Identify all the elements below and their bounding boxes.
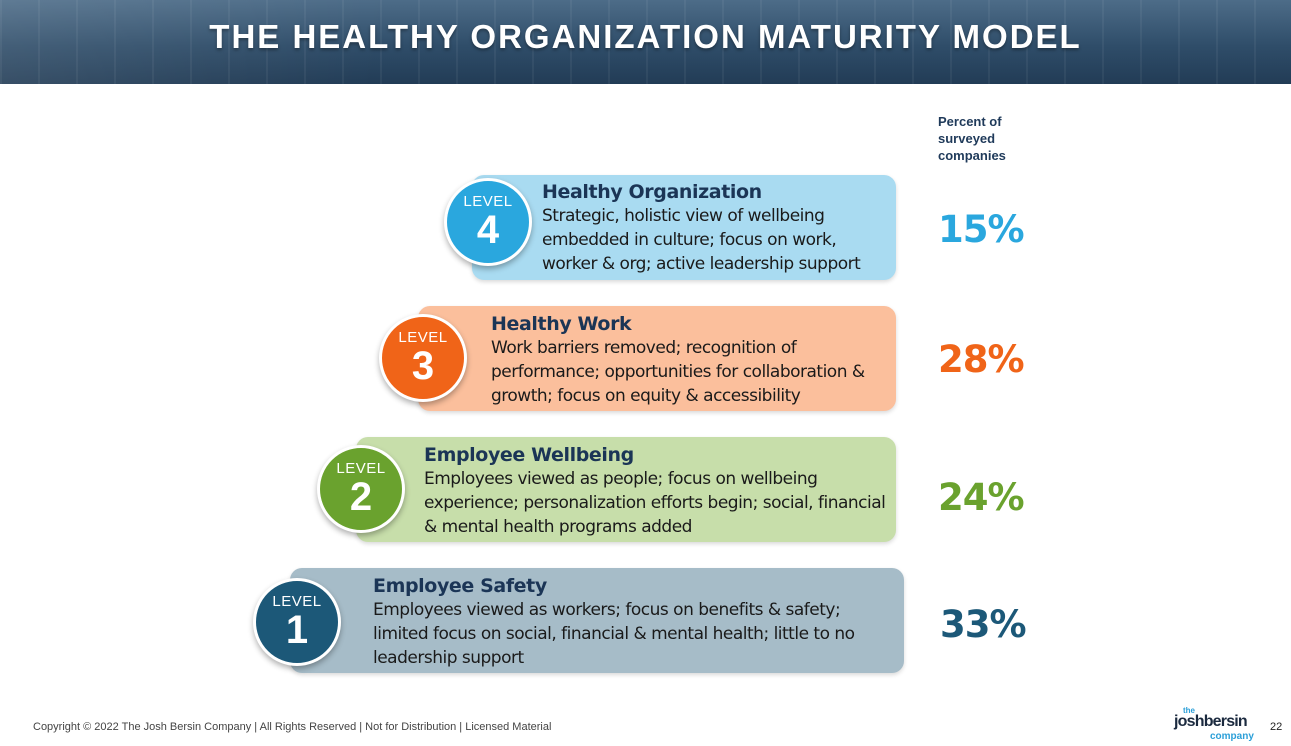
level-2-title: Employee Wellbeing — [424, 444, 634, 466]
level-2-box — [356, 437, 896, 542]
level-3-badge-number: 3 — [411, 344, 435, 388]
level-3-description: Work barriers removed; recognition of pe… — [491, 338, 865, 406]
joshbersin-logo: the joshbersin company — [1170, 706, 1262, 744]
level-3-text: Healthy Work Work barriers removed; reco… — [491, 312, 891, 408]
level-3-badge-label: LEVEL — [398, 329, 448, 346]
level-3-badge: LEVEL 3 — [379, 314, 467, 402]
level-4-description: Strategic, holistic view of wellbeing em… — [542, 206, 861, 274]
level-2-badge-number: 2 — [349, 475, 373, 519]
level-2-badge: LEVEL 2 — [317, 445, 405, 533]
level-2-percent: 24% — [938, 476, 1025, 519]
level-4-badge-label: LEVEL — [463, 193, 513, 210]
level-1-description: Employees viewed as workers; focus on be… — [373, 600, 855, 668]
level-1-badge-label: LEVEL — [272, 593, 322, 610]
level-4-percent: 15% — [938, 208, 1025, 251]
level-2-badge-label: LEVEL — [336, 460, 386, 477]
level-1-text: Employee Safety Employees viewed as work… — [373, 574, 898, 670]
page-title: THE HEALTHY ORGANIZATION MATURITY MODEL — [209, 18, 1082, 55]
level-2-text: Employee Wellbeing Employees viewed as p… — [424, 443, 889, 539]
level-3-box — [418, 306, 896, 411]
level-4-badge-number: 4 — [476, 208, 500, 252]
level-1-badge: LEVEL 1 — [253, 578, 341, 666]
copyright-notice: Copyright © 2022 The Josh Bersin Company… — [33, 721, 552, 733]
level-4-badge: LEVEL 4 — [444, 178, 532, 266]
level-3-title: Healthy Work — [491, 313, 632, 335]
level-1-box — [290, 568, 904, 673]
title-banner: THE HEALTHY ORGANIZATION MATURITY MODEL — [0, 0, 1291, 84]
logo-the: the — [1183, 706, 1195, 715]
level-3-percent: 28% — [938, 338, 1025, 381]
logo-name: joshbersin — [1174, 713, 1248, 730]
level-1-badge-number: 1 — [285, 608, 309, 652]
level-1-title: Employee Safety — [373, 575, 547, 597]
page-number: 22 — [1270, 721, 1283, 733]
level-4-text: Healthy Organization Strategic, holistic… — [542, 180, 892, 276]
level-1-percent: 33% — [940, 603, 1027, 646]
level-4-title: Healthy Organization — [542, 181, 762, 203]
logo-company: company — [1210, 731, 1254, 742]
level-4-box — [472, 175, 896, 280]
level-2-description: Employees viewed as people; focus on wel… — [424, 469, 886, 537]
percent-column-heading: Percent of surveyed companies — [938, 114, 1006, 163]
